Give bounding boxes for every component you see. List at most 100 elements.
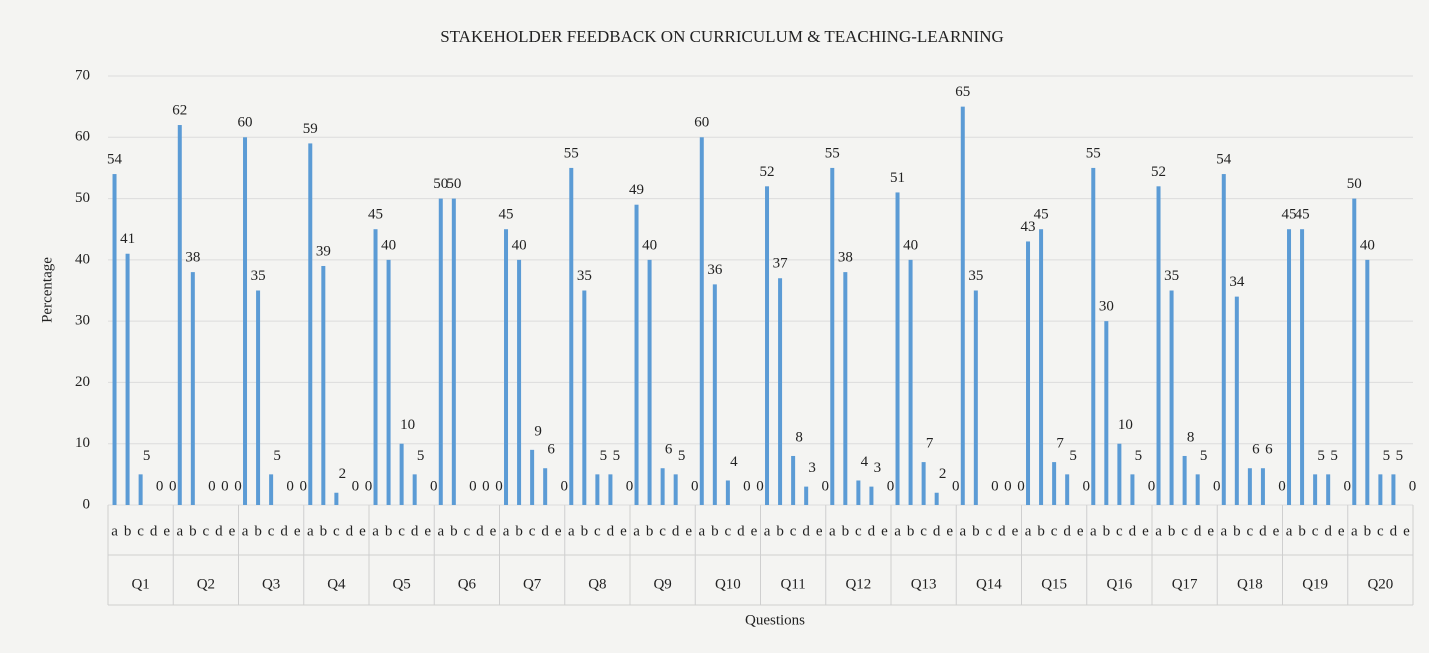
value-label: 34 <box>1229 274 1245 290</box>
value-label: 59 <box>303 121 318 137</box>
group-label: Q15 <box>1041 576 1067 592</box>
bar <box>634 204 639 505</box>
bar <box>895 192 900 505</box>
group-label: Q12 <box>845 576 871 592</box>
chart-title: STAKEHOLDER FEEDBACK ON CURRICULUM & TEA… <box>440 27 1004 46</box>
value-label: 5 <box>1069 448 1077 464</box>
value-label: 0 <box>887 478 895 494</box>
x-tick-label: c <box>725 523 732 539</box>
x-tick-label: a <box>959 523 966 539</box>
x-tick-label: a <box>307 523 314 539</box>
bar <box>647 259 652 505</box>
x-tick-label: b <box>907 523 915 539</box>
x-tick-label: e <box>490 523 497 539</box>
x-tick-label: e <box>1077 523 1084 539</box>
group-label: Q7 <box>523 576 542 592</box>
y-axis-label: Percentage <box>39 257 55 323</box>
x-tick-label: c <box>855 523 862 539</box>
x-tick-label: a <box>111 523 118 539</box>
x-tick-label: c <box>1181 523 1188 539</box>
value-label: 8 <box>1187 429 1195 445</box>
x-tick-label: b <box>385 523 393 539</box>
value-label: 0 <box>626 478 634 494</box>
value-label: 0 <box>1213 478 1221 494</box>
x-tick-label: a <box>1220 523 1227 539</box>
x-tick-label: d <box>1194 523 1202 539</box>
value-label: 0 <box>495 478 503 494</box>
value-label: 5 <box>600 448 608 464</box>
x-tick-label: e <box>1012 523 1019 539</box>
x-tick-label: c <box>203 523 210 539</box>
x-tick-label: c <box>920 523 927 539</box>
bar <box>1378 474 1383 505</box>
bar <box>725 480 730 505</box>
x-tick-label: c <box>659 523 666 539</box>
x-tick-label: c <box>398 523 405 539</box>
x-tick-label: e <box>751 523 758 539</box>
value-label: 0 <box>482 478 490 494</box>
x-tick-label: e <box>881 523 888 539</box>
group-label: Q17 <box>1172 576 1198 592</box>
bar <box>778 278 783 505</box>
bar <box>1195 474 1200 505</box>
value-label: 39 <box>316 243 331 259</box>
x-tick-label: d <box>607 523 615 539</box>
value-label: 5 <box>1200 448 1208 464</box>
value-label: 55 <box>564 145 579 161</box>
bar <box>138 474 143 505</box>
bar <box>334 492 339 505</box>
value-label: 5 <box>417 448 425 464</box>
group-label: Q18 <box>1237 576 1263 592</box>
x-tick-label: c <box>790 523 797 539</box>
value-label: 6 <box>1252 442 1260 458</box>
value-label: 0 <box>169 478 177 494</box>
value-label: 40 <box>381 237 396 253</box>
x-tick-label: c <box>1247 523 1254 539</box>
bar <box>765 186 770 506</box>
value-label: 30 <box>1099 299 1114 315</box>
value-label: 52 <box>760 164 775 180</box>
x-tick-label: a <box>372 523 379 539</box>
bar <box>712 284 717 505</box>
bar <box>451 198 456 506</box>
bar <box>517 259 522 505</box>
x-tick-label: d <box>215 523 223 539</box>
y-tick-label: 0 <box>83 496 91 512</box>
value-label: 6 <box>547 442 555 458</box>
group-label: Q9 <box>653 576 671 592</box>
bar <box>177 125 182 506</box>
value-label: 4 <box>730 454 738 470</box>
x-tick-label: e <box>685 523 692 539</box>
x-tick-label: c <box>529 523 536 539</box>
value-label: 35 <box>251 268 266 284</box>
value-label: 4 <box>861 454 869 470</box>
bar <box>1156 186 1161 506</box>
bar <box>373 229 378 505</box>
x-tick-label: b <box>124 523 132 539</box>
x-tick-label: b <box>320 523 328 539</box>
bar <box>869 486 874 505</box>
bar <box>504 229 509 505</box>
value-label: 7 <box>1056 436 1064 452</box>
x-tick-label: c <box>268 523 275 539</box>
value-label: 0 <box>208 478 216 494</box>
value-label: 5 <box>1396 448 1404 464</box>
value-label: 55 <box>825 145 840 161</box>
y-tick-label: 10 <box>75 435 90 451</box>
value-label: 7 <box>926 436 934 452</box>
value-label: 9 <box>534 423 542 439</box>
bar <box>1052 462 1057 505</box>
y-tick-label: 40 <box>75 251 90 267</box>
bar <box>673 474 678 505</box>
bar <box>1130 474 1135 505</box>
x-tick-label: d <box>802 523 810 539</box>
bar <box>830 167 835 505</box>
x-tick-label: c <box>1377 523 1384 539</box>
value-label: 5 <box>273 448 281 464</box>
x-tick-label: a <box>242 523 249 539</box>
x-tick-label: a <box>437 523 444 539</box>
x-tick-label: a <box>503 523 510 539</box>
x-tick-label: a <box>176 523 183 539</box>
x-tick-label: d <box>1063 523 1071 539</box>
x-tick-label: b <box>1037 523 1045 539</box>
